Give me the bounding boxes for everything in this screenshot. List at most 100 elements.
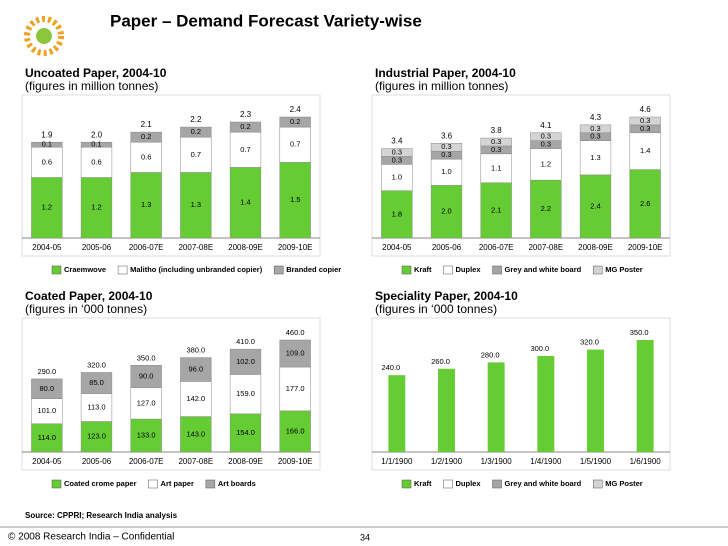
legend-swatch <box>117 265 128 275</box>
value-label: 142.0 <box>186 394 205 403</box>
bar-segment <box>130 387 162 420</box>
plot-frame <box>371 94 671 257</box>
bar-segment <box>530 132 562 141</box>
value-label: 2.0 <box>441 207 451 216</box>
x-tick-label: 2008-09E <box>228 457 263 466</box>
bar-segment <box>180 357 212 382</box>
value-label: 127.0 <box>137 398 156 407</box>
value-label: 0.3 <box>441 150 451 159</box>
value-label: 1.2 <box>91 203 101 212</box>
value-label: 0.3 <box>392 155 402 164</box>
legend-label: Craemwove <box>64 265 106 274</box>
total-label: 2.0 <box>91 130 103 139</box>
value-label: 1.0 <box>392 172 402 181</box>
chart-title: Uncoated Paper, 2004-10 <box>25 66 167 80</box>
bar-segment <box>480 182 512 239</box>
total-label: 3.6 <box>441 131 453 140</box>
value-label: 0.3 <box>640 124 650 133</box>
x-tick-label: 2009-10E <box>278 457 313 466</box>
bar <box>587 349 604 452</box>
bar-segment <box>579 140 612 176</box>
x-tick-label: 2007-08E <box>528 243 563 252</box>
bar-segment <box>430 185 463 239</box>
x-tick-label: 2006-07E <box>479 243 514 252</box>
value-label: 320.0 <box>580 338 599 347</box>
legend-label: Art paper <box>161 479 194 488</box>
legend-swatch <box>443 265 453 275</box>
plot-frame <box>21 317 321 471</box>
bar-segment <box>279 366 311 412</box>
bar-segment <box>180 126 212 138</box>
logo <box>24 16 64 56</box>
legend-label: Branded copier <box>286 265 341 274</box>
value-label: 2.1 <box>491 205 501 214</box>
value-label: 0.6 <box>42 157 52 166</box>
x-tick-label: 1/5/1900 <box>580 457 612 466</box>
value-label: 0.7 <box>240 145 250 154</box>
legend-swatch <box>51 479 62 489</box>
x-tick-label: 2006-07E <box>129 243 164 252</box>
legend-label: Malitho (including unbranded copier) <box>130 265 263 274</box>
bar-segment <box>579 174 612 239</box>
value-label: 0.2 <box>141 132 151 141</box>
bar-segment <box>530 148 562 181</box>
bar <box>388 375 406 452</box>
value-label: 96.0 <box>189 364 204 373</box>
value-label: 101.0 <box>37 406 56 415</box>
bar-segment <box>530 179 562 239</box>
total-label: 380.0 <box>186 346 205 355</box>
bar-segment <box>80 421 113 453</box>
bar-segment <box>480 137 512 147</box>
source: Source: CPPRI; Research India analysis <box>25 511 178 520</box>
bar-segment <box>80 177 113 239</box>
bar-segment <box>130 418 162 453</box>
total-label: 290.0 <box>37 367 56 376</box>
x-tick-label: 2007-08E <box>178 243 213 252</box>
x-tick-label: 2008-09E <box>228 243 263 252</box>
bar-segment <box>130 172 162 239</box>
value-label: 113.0 <box>87 403 105 412</box>
total-label: 2.2 <box>190 115 202 124</box>
total-label: 320.0 <box>87 360 106 369</box>
x-tick-label: 2006-07E <box>129 457 164 466</box>
chart-subtitle: (figures in ‘000 tonnes) <box>25 302 147 316</box>
x-tick-label: 2009-10E <box>278 243 313 252</box>
value-label: 0.2 <box>290 117 300 126</box>
chart-subtitle: (figures in ‘000 tonnes) <box>375 302 497 316</box>
value-label: 0.3 <box>491 137 501 146</box>
value-label: 240.0 <box>381 363 400 372</box>
total-label: 4.3 <box>590 113 602 122</box>
bar-segment <box>430 143 463 152</box>
value-label: 0.3 <box>491 145 501 154</box>
bar-segment <box>31 378 63 399</box>
copyright: © 2008 Research India – Confidential <box>8 532 174 543</box>
x-tick-label: 1/2/1900 <box>431 457 463 466</box>
value-label: 0.3 <box>590 132 600 141</box>
value-label: 0.3 <box>590 124 600 133</box>
value-label: 80.0 <box>40 384 55 393</box>
value-label: 0.6 <box>141 152 151 161</box>
bar-segment <box>229 131 262 168</box>
legend-label: MG Poster <box>605 265 643 274</box>
value-label: 0.7 <box>290 140 300 149</box>
value-label: 1.3 <box>191 200 201 209</box>
value-label: 1.1 <box>491 163 501 172</box>
page-number: 34 <box>360 532 370 542</box>
legend-swatch <box>148 479 158 489</box>
total-label: 350.0 <box>137 353 156 362</box>
value-label: 1.2 <box>42 203 52 212</box>
bar-segment <box>279 126 311 163</box>
value-label: 85.0 <box>89 378 104 387</box>
x-tick-label: 2007-08E <box>178 457 213 466</box>
legend-swatch <box>443 479 453 489</box>
bar-segment <box>229 121 262 133</box>
value-label: 177.0 <box>286 384 305 393</box>
bar-segment <box>80 147 113 178</box>
bar-segment <box>229 348 262 375</box>
legend-label: MG Poster <box>605 479 643 488</box>
bar-segment <box>430 158 463 186</box>
value-label: 0.2 <box>240 122 250 131</box>
legend-label: Art boards <box>218 479 256 488</box>
bar-segment <box>31 423 63 453</box>
